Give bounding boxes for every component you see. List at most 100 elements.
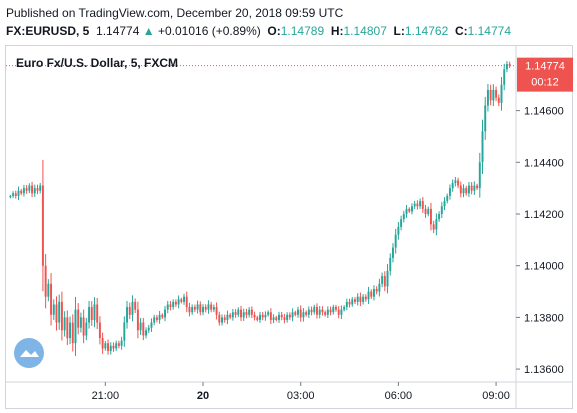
high-value: 1.14807: [343, 24, 387, 38]
candle-body: [112, 345, 115, 349]
candle-body: [264, 314, 267, 318]
candle-body: [234, 312, 237, 315]
candle-body: [204, 307, 207, 310]
candle-body: [391, 247, 394, 258]
x-tick-label: 09:00: [482, 390, 510, 402]
candle-body: [424, 208, 427, 214]
candle-body: [139, 322, 142, 331]
candle-body: [71, 322, 74, 344]
candle-body: [180, 299, 183, 302]
candle-body: [12, 193, 15, 196]
candle-body: [14, 193, 17, 196]
candle-body: [183, 296, 185, 302]
candle-body: [212, 307, 215, 310]
candle-body: [155, 317, 158, 320]
candle-body: [429, 208, 432, 225]
candle-body: [489, 89, 492, 101]
candle-body: [9, 195, 12, 198]
candle-body: [123, 322, 126, 341]
candle-body: [153, 317, 156, 323]
candle-body: [473, 185, 476, 191]
y-tick-label: 1.14000: [524, 261, 564, 273]
open-value: 1.14789: [280, 24, 325, 38]
candle-body: [145, 330, 148, 336]
candle-body: [20, 190, 23, 194]
candle-body: [467, 185, 470, 194]
candle-body: [79, 317, 82, 328]
candle-body: [500, 84, 503, 103]
candle-body: [202, 307, 204, 313]
y-tick-label: 1.14600: [524, 106, 564, 118]
candle-body: [161, 314, 164, 318]
candle-body: [77, 309, 80, 328]
candle-body: [98, 322, 101, 339]
candle-body: [245, 312, 248, 315]
price-badge: [517, 57, 573, 92]
y-tick-label: 1.13600: [524, 364, 564, 376]
candle-body: [416, 203, 419, 207]
tradingview-cloud-icon[interactable]: [14, 338, 44, 368]
candle-body: [324, 312, 327, 315]
candle-body: [337, 309, 340, 315]
candle-body: [508, 64, 511, 66]
candle-body: [283, 317, 286, 320]
candle-body: [364, 296, 367, 300]
candle-body: [237, 309, 240, 315]
candle-body: [410, 206, 413, 212]
candle-body: [85, 322, 88, 336]
candle-body: [421, 201, 424, 209]
candle-body: [313, 307, 316, 313]
candle-body: [44, 265, 47, 297]
candle-body: [427, 208, 430, 214]
candle-body: [402, 214, 405, 220]
symbol: FX:EURUSD, 5: [6, 24, 90, 38]
candle-body: [55, 304, 58, 323]
candle-body: [362, 296, 365, 302]
candle-body: [454, 180, 457, 183]
candle-body: [367, 291, 370, 300]
candle-body: [302, 312, 305, 318]
candle-body: [465, 188, 468, 194]
candle-body: [378, 283, 381, 292]
triangle-up-icon: ▲: [142, 24, 155, 38]
candle-body: [397, 226, 400, 235]
candle-body: [134, 301, 137, 310]
candle-body: [253, 314, 256, 318]
candle-body: [47, 283, 50, 297]
candle-body: [22, 188, 25, 194]
candle-body: [359, 296, 362, 302]
candle-body: [63, 317, 66, 331]
candle-body: [191, 307, 194, 313]
candle-body: [101, 338, 104, 349]
candle-body: [413, 203, 416, 207]
candle-body: [172, 301, 175, 308]
candle-body: [269, 312, 272, 320]
candle-body: [400, 219, 403, 227]
candle-body: [199, 304, 202, 313]
candle-body: [226, 314, 229, 320]
candle-body: [33, 188, 36, 194]
candle-body: [52, 304, 55, 315]
candle-body: [370, 291, 373, 297]
candle-body: [166, 304, 169, 310]
candle-body: [372, 288, 375, 297]
candle-body: [484, 105, 487, 132]
candle-body: [120, 340, 123, 346]
candle-body: [432, 224, 435, 230]
candle-body: [193, 307, 196, 310]
candle-body: [231, 312, 234, 318]
candle-body: [351, 299, 354, 305]
candle-body: [109, 345, 112, 351]
candle-body: [299, 309, 302, 318]
candle-body: [196, 304, 199, 310]
candle-body: [164, 309, 167, 318]
candle-body: [343, 307, 346, 310]
close-label: C:: [454, 24, 468, 38]
candle-body: [440, 206, 443, 214]
candle-body: [375, 288, 378, 292]
chart-frame: [5, 45, 573, 409]
candle-body: [177, 299, 180, 305]
price-badge-value: 1.14774: [525, 61, 565, 73]
candle-body: [261, 314, 264, 318]
